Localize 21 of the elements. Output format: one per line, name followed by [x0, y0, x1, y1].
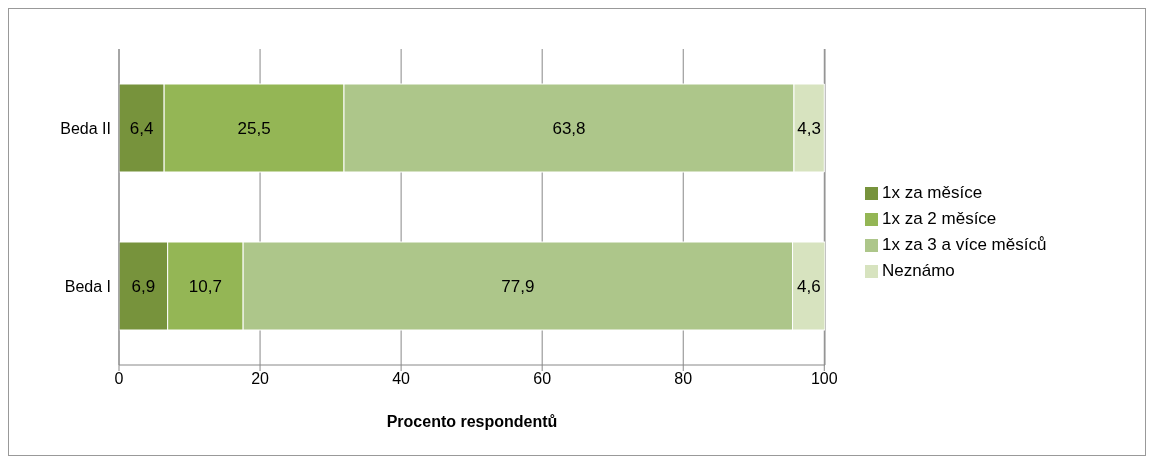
y-tick-label: Beda II: [60, 119, 111, 137]
data-label: 6,9: [131, 276, 156, 296]
x-tick-label: 0: [114, 370, 124, 388]
x-tick-label: 100: [810, 370, 838, 388]
data-label: 4,3: [797, 118, 821, 138]
legend-label: 1x za měsíce: [882, 183, 983, 202]
legend-label: 1x za 3 a více měsíců: [882, 235, 1047, 254]
x-tick-label: 80: [674, 370, 693, 388]
data-label: 63,8: [552, 118, 586, 138]
data-label: 25,5: [237, 118, 271, 138]
x-tick-label: 60: [533, 370, 552, 388]
data-label: 77,9: [501, 276, 535, 296]
data-label: 4,6: [796, 276, 821, 296]
y-tick-label: Beda I: [64, 277, 111, 295]
x-tick-label: 20: [251, 370, 270, 388]
legend-label: 1x za 2 měsíce: [882, 209, 997, 228]
x-axis-title: Procento respondentů: [386, 413, 558, 430]
data-label: 10,7: [188, 276, 222, 296]
legend-label: Neznámo: [882, 261, 955, 280]
x-tick-label: 40: [392, 370, 411, 388]
data-label: 6,4: [129, 118, 154, 138]
